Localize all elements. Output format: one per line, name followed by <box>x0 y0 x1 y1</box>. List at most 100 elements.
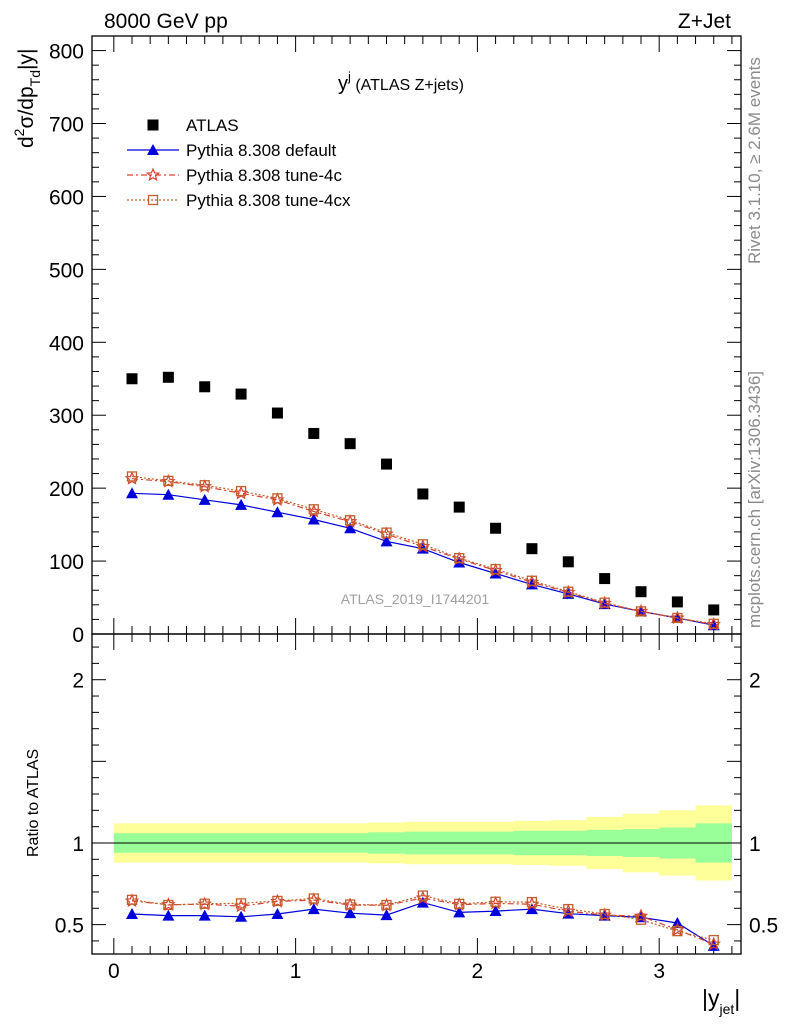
data-point <box>125 487 138 499</box>
ratio-line <box>131 894 714 941</box>
data-point <box>708 604 720 616</box>
data-point <box>344 522 357 534</box>
ratio-y-tick-label: 0.5 <box>55 915 84 938</box>
data-point <box>344 515 356 526</box>
ratio-point <box>162 909 175 921</box>
y-tick-label: 500 <box>49 259 84 282</box>
data-point <box>344 438 356 450</box>
ratio-y-tick-label: 2 <box>72 670 84 693</box>
data-point <box>526 575 538 586</box>
y-tick-label: 100 <box>49 551 84 574</box>
y-tick-label: 700 <box>49 114 84 137</box>
data-point <box>307 513 320 525</box>
y-axis-label-sub: Td <box>27 70 43 86</box>
legend: ATLAS Pythia 8.308 default Pythia 8.308 tu… <box>127 116 351 210</box>
data-point <box>599 573 611 585</box>
data-point <box>162 371 174 383</box>
y-axis-label-sigma: σ/dp <box>15 86 38 128</box>
legend-label: ATLAS <box>186 116 239 135</box>
ratio-point <box>271 908 284 919</box>
data-point <box>162 488 175 500</box>
ratio-y-tick-label-right: 0.5 <box>749 915 778 938</box>
data-point <box>308 427 320 439</box>
header-right: Z+Jet <box>678 10 731 33</box>
analysis-watermark: ATLAS_2019_I1744201 <box>341 591 490 607</box>
data-point <box>635 606 647 617</box>
series-0 <box>126 371 720 616</box>
ratio-point <box>525 903 538 915</box>
data-point <box>126 373 138 385</box>
data-point <box>672 612 683 624</box>
data-point <box>199 381 211 393</box>
legend-label: Pythia 8.308 tune-4c <box>186 166 342 185</box>
x-axis-label-end: | <box>734 985 740 1011</box>
x-axis-label-sub: jet <box>718 1001 734 1017</box>
ratio-point <box>163 899 174 911</box>
ratio-y-axis-label: Ratio to ATLAS <box>25 749 42 857</box>
ratio-point <box>453 906 466 918</box>
ratio-point <box>272 895 283 907</box>
y-tick-label: 0 <box>72 624 84 647</box>
data-point <box>198 493 211 505</box>
y-tick-label: 400 <box>49 332 84 355</box>
ratio-point <box>199 898 210 909</box>
data-point <box>163 475 174 487</box>
data-point <box>199 480 210 491</box>
axis-ticks <box>92 36 741 954</box>
ratio-point <box>198 909 211 921</box>
ratio-point <box>454 898 465 910</box>
ratio-point <box>307 903 320 915</box>
series-3 <box>126 471 719 946</box>
series-line <box>131 478 714 626</box>
x-axis-label-main: |y <box>702 985 720 1011</box>
data-point <box>235 388 247 400</box>
x-tick-label: 3 <box>653 960 665 983</box>
x-tick-label: 2 <box>472 960 484 983</box>
data-point <box>635 586 647 598</box>
data-point <box>526 543 538 555</box>
ratio-point <box>344 907 357 919</box>
x-tick-label: 1 <box>290 960 302 983</box>
y-axis-label-sup: 2 <box>11 128 27 136</box>
data-point <box>671 596 683 608</box>
data-point <box>381 527 392 538</box>
legend-label: Pythia 8.308 default <box>186 141 337 160</box>
data-point <box>272 493 283 504</box>
legend-marker <box>147 144 159 155</box>
data-point <box>562 556 574 568</box>
ratio-point <box>381 899 392 911</box>
data-point <box>599 597 610 608</box>
data-point <box>417 539 429 550</box>
data-point <box>271 407 283 419</box>
data-point <box>380 535 393 547</box>
y-axis-label-d: d <box>15 136 38 148</box>
ratio-point <box>125 908 138 919</box>
plot-title-sup: j <box>347 69 351 84</box>
ratio-point <box>344 899 356 910</box>
data-point <box>563 586 574 597</box>
ratio-point <box>417 890 429 901</box>
ratio-line <box>131 901 715 947</box>
data-point <box>271 506 284 518</box>
ratio-point <box>416 896 429 908</box>
ratio-point <box>635 914 647 925</box>
data-point <box>308 504 319 515</box>
x-tick-label: 0 <box>108 960 120 983</box>
data-point <box>235 485 247 497</box>
ratio-y-tick-label-right: 2 <box>749 670 761 693</box>
x-axis-label: |yjet| <box>702 985 740 1017</box>
series-group <box>124 371 721 951</box>
data-point <box>490 522 502 534</box>
legend-label: Pythia 8.308 tune-4cx <box>186 191 351 210</box>
ratio-point <box>672 925 683 937</box>
ratio-point <box>489 905 502 917</box>
ratio-point <box>308 893 319 904</box>
ratio-point <box>563 903 574 915</box>
plot-title: yj (ATLAS Z+jets) <box>338 69 464 95</box>
data-point <box>490 563 501 575</box>
rivet-label: Rivet 3.1.10, ≥ 2.6M events <box>745 57 764 264</box>
series-line <box>131 475 714 625</box>
y-tick-label: 300 <box>49 405 84 428</box>
ratio-point <box>526 896 538 908</box>
